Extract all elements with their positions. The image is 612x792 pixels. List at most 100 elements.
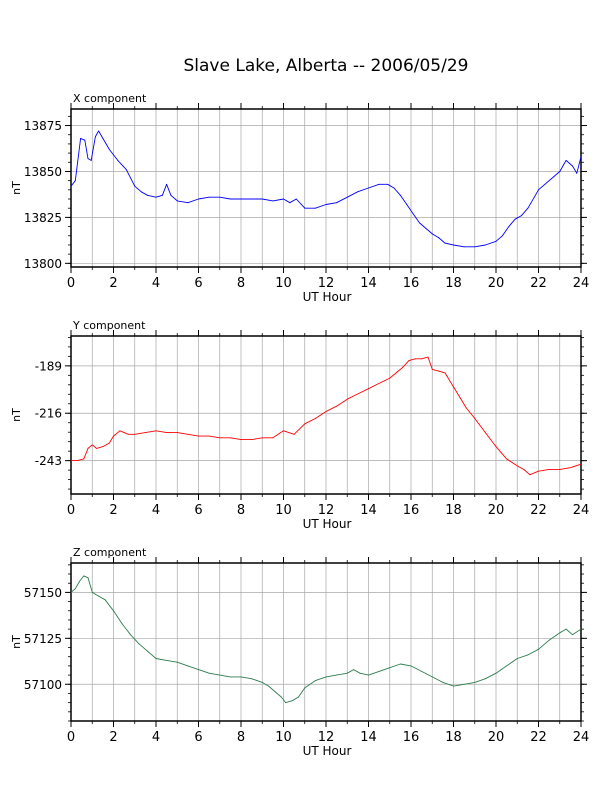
data-point [559,632,561,634]
data-point [336,674,338,676]
x-tick-label: 24 [573,276,590,291]
data-point [484,244,486,246]
data-point [484,432,486,434]
data-point [559,468,561,470]
x-tick-label: 4 [152,503,160,518]
data-point [325,204,327,205]
data-point [187,202,189,204]
data-point [569,467,571,469]
data-point [304,687,306,689]
data-point [113,610,114,612]
data-point [198,435,199,437]
data-point [399,663,401,665]
data-point [76,460,78,462]
data-point [419,222,420,224]
data-point [495,240,497,242]
data-point [463,683,465,685]
data-point [378,670,380,672]
data-point [501,235,503,237]
x-axis-label: UT Hour [303,744,352,758]
x-tick-label: 2 [109,730,117,745]
data-point [83,458,85,460]
data-point [314,207,316,209]
data-point [431,233,433,235]
x-tick-label: 6 [194,730,202,745]
x-tick-label: 8 [237,503,245,518]
x-tick-label: 4 [152,730,160,745]
data-point [134,433,136,435]
data-point [395,372,397,374]
data-point [431,368,433,370]
data-point [208,435,210,437]
data-point [70,185,72,187]
data-point [410,665,412,667]
x-tick-label: 10 [275,503,292,518]
x-tick-label: 14 [360,503,377,518]
data-point [453,244,454,246]
data-point [453,386,454,388]
x-tick-label: 18 [445,503,462,518]
data-point [121,623,123,625]
data-point [359,672,361,674]
data-point [240,198,242,200]
data-point [283,430,284,432]
data-point [548,468,550,470]
data-point [444,242,446,244]
data-point [219,196,221,198]
data-point [147,194,148,196]
data-point [431,676,433,678]
data-point [176,432,178,434]
x-tick-label: 0 [67,276,75,291]
data-point [87,447,89,449]
data-point [144,432,146,434]
data-point [251,678,253,680]
data-point [108,442,110,444]
data-point [84,139,86,141]
x-tick-label: 0 [67,503,75,518]
data-point [389,377,391,379]
data-point [90,159,92,161]
data-point [495,446,497,448]
data-point [357,393,359,395]
data-point [506,458,508,460]
data-point [295,198,297,200]
data-point [314,418,316,419]
data-point [83,575,85,577]
data-point [127,433,129,435]
data-point [459,396,461,398]
data-point [289,202,291,204]
data-point [544,183,546,185]
data-point [119,430,121,432]
y-axis-label: nT [10,408,23,422]
data-point [304,207,306,209]
x-tick-label: 8 [237,276,245,291]
data-point [548,639,550,641]
data-point [393,187,395,189]
data-point [514,218,516,220]
x-tick-label: 6 [194,276,202,291]
data-point [357,191,359,193]
data-point [108,148,110,150]
data-point [240,439,242,441]
data-point [198,198,199,200]
data-point [368,674,369,676]
data-point [325,676,327,678]
data-point [565,159,567,161]
x-tick-label: 12 [318,730,335,745]
data-point [346,398,348,400]
data-point [272,437,274,439]
data-point [516,465,518,467]
data-point [74,180,76,182]
x-axis-label: UT Hour [303,517,352,531]
panel-title: Z component [73,546,147,559]
page-title: Slave Lake, Alberta -- 2006/05/29 [183,56,469,76]
data-point [94,136,96,138]
data-point [170,194,172,196]
data-point [538,470,539,472]
data-point [198,669,199,671]
x-tick-label: 4 [152,276,160,291]
data-point [399,194,401,196]
x-tick-label: 20 [488,276,505,291]
data-point [98,130,100,132]
